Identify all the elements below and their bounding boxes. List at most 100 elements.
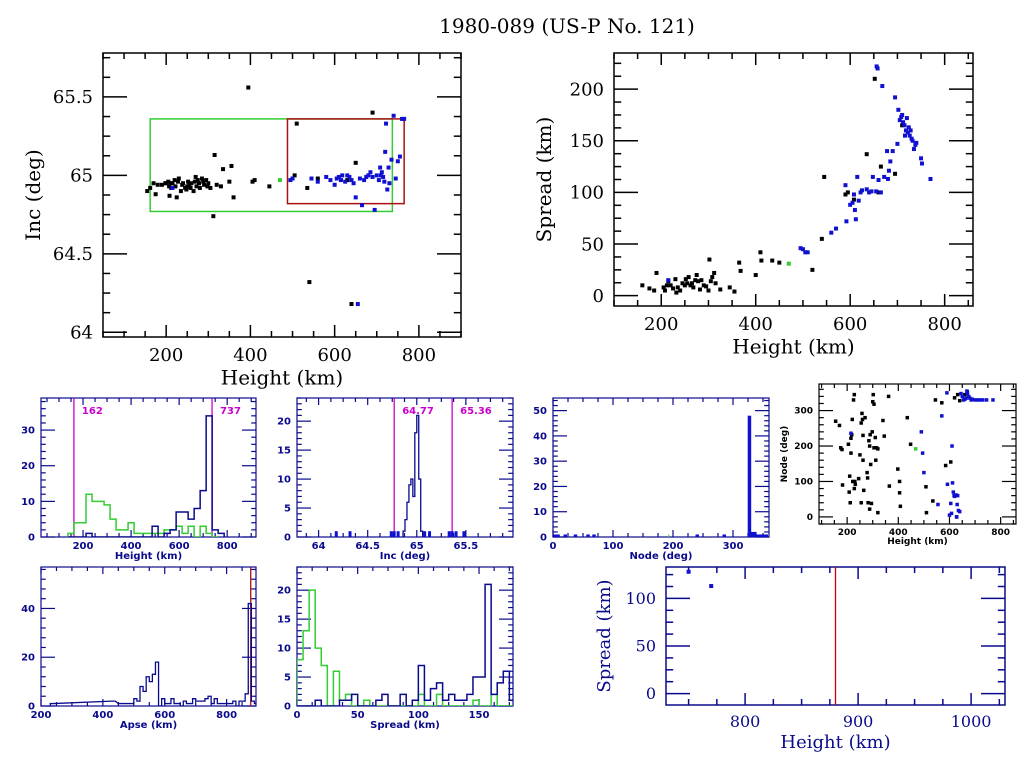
data-point-blue: [920, 451, 925, 455]
histogram-bar: [556, 534, 560, 537]
data-point-blue: [955, 502, 959, 507]
data-point-blue: [372, 207, 377, 212]
x-axis-label: Inc (deg): [380, 551, 431, 562]
data-point-black: [710, 275, 715, 280]
data-point-blue: [936, 502, 940, 507]
data-point-blue: [379, 170, 384, 175]
y-tick-label: 15: [277, 615, 291, 626]
data-point-black: [189, 181, 194, 186]
data-point-black: [211, 214, 216, 219]
x-axis-label: Height (km): [221, 366, 343, 390]
data-point-black: [197, 181, 202, 186]
data-point-black: [864, 152, 869, 157]
data-point-black: [868, 432, 872, 437]
data-point-black: [851, 197, 856, 202]
data-point-blue: [381, 174, 386, 179]
data-point-blue: [351, 181, 356, 186]
data-point-blue: [855, 174, 860, 179]
y-tick-label: 0: [284, 702, 291, 713]
data-point-black: [305, 185, 310, 190]
x-tick-label: 800: [927, 314, 961, 335]
histogram-green: [297, 589, 513, 706]
data-point-blue: [309, 176, 314, 181]
data-point-black: [185, 184, 190, 189]
data-point-black: [851, 479, 855, 484]
data-point-blue: [856, 198, 861, 203]
data-point-black: [221, 167, 226, 172]
y-axis-label: Spread (km): [594, 579, 615, 692]
data-point-green: [786, 261, 791, 266]
chart-inc-vs-height: 200 400 600 800 64 64.5 65 65.5 Height (km) Inc (…: [21, 52, 462, 390]
data-point-blue: [364, 174, 369, 179]
data-point-blue: [919, 156, 924, 161]
data-point-black: [661, 285, 666, 290]
data-point-blue: [328, 178, 333, 183]
data-point-black: [849, 436, 853, 440]
data-point-black: [173, 184, 178, 189]
data-point-black: [738, 268, 743, 273]
data-point-blue: [980, 398, 985, 402]
data-point-black: [876, 447, 880, 451]
histogram-spike: [428, 531, 432, 537]
x-tick-label: 600: [169, 541, 190, 552]
data-point-black: [166, 179, 171, 184]
data-point-blue: [919, 430, 924, 434]
data-point-blue: [829, 230, 834, 235]
data-point-blue: [875, 66, 880, 71]
data-point-blue: [386, 165, 391, 170]
y-tick-label: 0: [28, 702, 35, 713]
data-point-blue: [945, 482, 950, 487]
x-tick-label: 200: [73, 541, 94, 552]
data-point-black: [897, 491, 902, 495]
histogram-bar: [722, 534, 726, 537]
data-point-blue: [347, 174, 352, 179]
data-point-blue: [360, 203, 365, 208]
data-point-blue: [949, 511, 954, 516]
y-tick-label: 200: [570, 79, 604, 100]
vline-label: 737: [220, 406, 241, 417]
data-point-black: [882, 434, 886, 438]
data-point-blue: [384, 121, 389, 126]
data-point-black: [887, 484, 892, 488]
data-point-blue: [886, 168, 891, 173]
data-point-black: [837, 423, 842, 428]
data-point-blue: [349, 178, 354, 183]
data-point-black: [664, 283, 669, 288]
histogram-bar: [753, 531, 757, 537]
data-point-black: [957, 398, 962, 403]
y-tick-label: 5: [284, 673, 291, 684]
y-tick-label: 300: [794, 407, 813, 417]
plot-frame: [818, 383, 1017, 525]
x-tick-label: 300: [723, 541, 744, 552]
plot-frame: [40, 566, 257, 707]
data-point-blue: [906, 125, 911, 130]
data-point-blue: [340, 173, 345, 178]
data-point-black: [712, 270, 717, 275]
data-point-blue: [378, 173, 383, 178]
data-point-black: [847, 474, 852, 478]
data-point-blue: [355, 302, 360, 307]
y-tick-label: 0: [646, 684, 656, 703]
data-point-black: [205, 184, 210, 189]
data-point-black: [292, 173, 297, 178]
data-point-black: [370, 110, 375, 115]
x-tick-label: 600: [154, 710, 175, 721]
y-tick-label: 100: [794, 478, 813, 488]
y-tick-label: 10: [277, 644, 291, 655]
histogram-bar: [764, 534, 768, 537]
data-point-blue: [844, 219, 849, 224]
data-point-black: [229, 163, 234, 168]
x-tick-label: 600: [833, 314, 867, 335]
x-tick-label: 65.5: [454, 541, 479, 552]
data-point-green: [277, 178, 282, 183]
y-tick-label: 40: [21, 604, 35, 615]
data-point-blue: [907, 133, 912, 138]
data-point-black: [873, 435, 878, 440]
data-point-blue: [954, 515, 959, 519]
data-point-blue: [709, 584, 714, 589]
y-tick-label: 200: [794, 442, 813, 452]
data-point-black: [706, 288, 711, 293]
data-point-black: [819, 236, 824, 241]
histogram-bar: [573, 534, 578, 537]
data-point-black: [924, 485, 928, 489]
